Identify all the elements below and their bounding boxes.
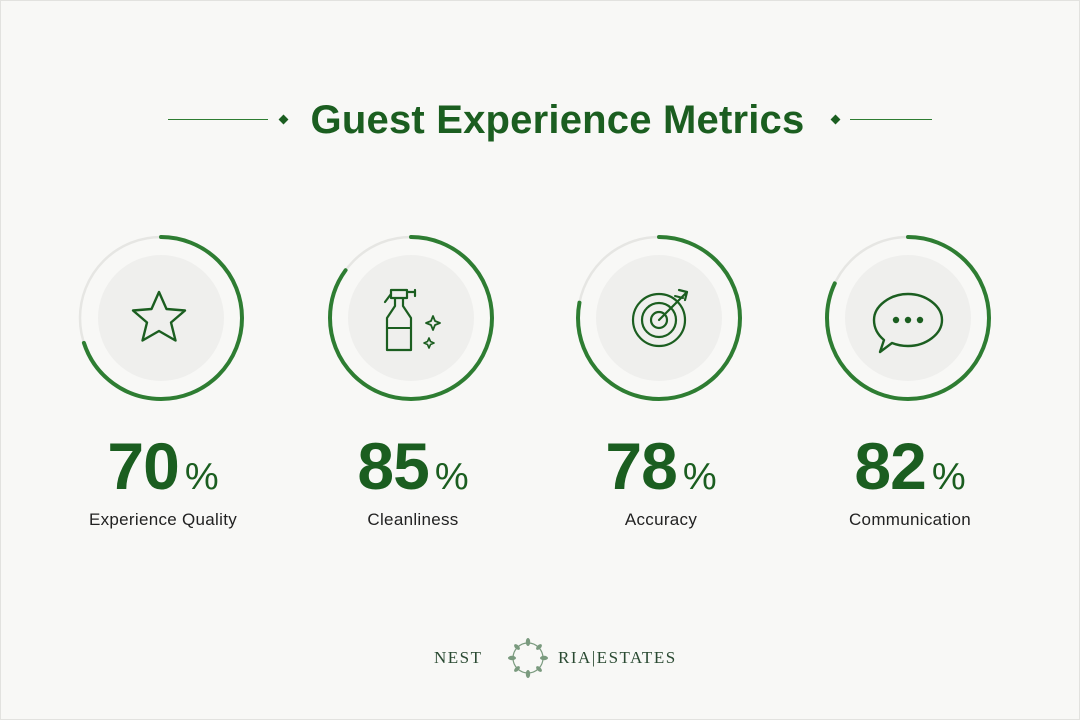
- metric-value: 70%: [63, 428, 263, 504]
- metric-value: 82%: [810, 428, 1010, 504]
- metric-value-number: 70: [107, 429, 179, 503]
- target-icon: [631, 288, 689, 348]
- gauge-arc: [825, 235, 991, 401]
- spray-bottle-icon: [383, 288, 441, 352]
- metric-card: 78% Accuracy: [561, 230, 761, 540]
- title-line-left: [168, 119, 268, 120]
- star-icon: [131, 290, 187, 342]
- wreath-icon: [508, 638, 548, 678]
- metric-value-unit: %: [184, 456, 219, 498]
- metric-label: Accuracy: [624, 510, 698, 529]
- metric-value-number: 85: [357, 429, 429, 503]
- gauge-inner-disc: [98, 255, 224, 381]
- gauge-ring: [576, 235, 742, 401]
- metric-value-unit: %: [434, 456, 469, 498]
- metric-card: 70% Experience Quality: [63, 230, 263, 540]
- metric-value-number: 82: [854, 429, 926, 503]
- gauge-arc: [328, 235, 494, 401]
- metric-value: 85%: [313, 428, 513, 504]
- title-row: Guest Experience Metrics: [0, 92, 1080, 148]
- chat-bubble-icon: [872, 292, 944, 354]
- gauge-ring: [78, 235, 244, 401]
- metric-label: Communication: [848, 510, 971, 529]
- title-line-right: [850, 119, 932, 120]
- gauge-inner-disc: [596, 255, 722, 381]
- metric-label: Experience Quality: [88, 510, 238, 529]
- metric-card: 85% Cleanliness: [313, 230, 513, 540]
- gauge-arc: [576, 235, 742, 401]
- metric-value-number: 78: [605, 429, 677, 503]
- metric-value-unit: %: [682, 456, 717, 498]
- metric-card: 82% Communication: [810, 230, 1010, 540]
- gauge-arc: [78, 235, 244, 401]
- brand-logo: NEST RIA|ESTATES: [420, 636, 680, 680]
- title-diamond-left: [278, 114, 289, 125]
- title-diamond-right: [830, 114, 841, 125]
- metric-value-unit: %: [931, 456, 966, 498]
- brand-name-right: RIA|ESTATES: [558, 648, 677, 667]
- brand-name-left: NEST: [434, 648, 483, 667]
- metric-value: 78%: [561, 428, 761, 504]
- page-title: Guest Experience Metrics: [310, 98, 805, 142]
- metric-label: Cleanliness: [367, 510, 459, 529]
